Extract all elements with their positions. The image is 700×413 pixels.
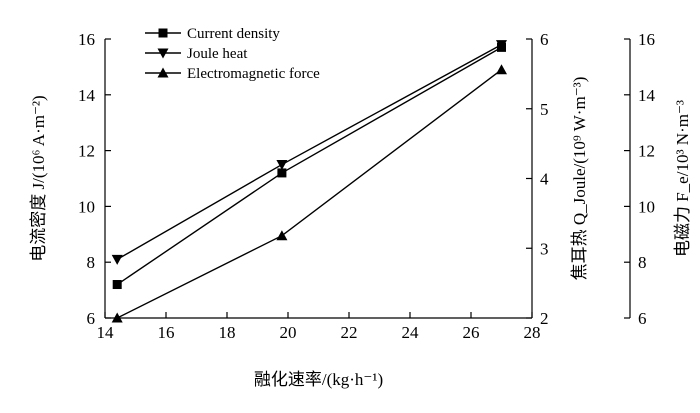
ticks-group: 14 16 18 20 22 24 26 28 6 8 10 12 14 16 2 3 4 5 6 6 8 10 12 14 1…: [78, 30, 656, 342]
x-tick-label: 28: [524, 323, 541, 342]
data-point-electromagnetic-force: [111, 312, 123, 323]
left-y-tick-label: 6: [87, 309, 96, 328]
legend-marker: [157, 67, 169, 78]
far-right-y-tick-label: 10: [638, 197, 655, 216]
far-right-y-tick-label: 16: [638, 30, 655, 49]
far-right-y-axis-label: 电磁力 F_e/10³ N·m⁻³: [673, 100, 692, 257]
series-group: [111, 40, 507, 323]
data-point-electromagnetic-force: [276, 230, 288, 241]
left-y-tick-label: 14: [78, 86, 96, 105]
x-tick-label: 16: [158, 323, 175, 342]
left-y-tick-label: 10: [78, 197, 95, 216]
right-y-tick-label: 3: [540, 239, 549, 258]
x-tick-label: 26: [463, 323, 480, 342]
left-y-tick-label: 12: [78, 142, 95, 161]
data-point-joule-heat: [276, 160, 288, 171]
data-point-current-density: [277, 168, 287, 178]
data-point-electromagnetic-force: [496, 64, 507, 75]
legend-marker: [158, 28, 168, 38]
far-right-y-tick-label: 14: [638, 86, 656, 105]
x-tick-label: 22: [341, 323, 358, 342]
series-line-electromagnetic-force: [116, 69, 502, 319]
data-point-joule-heat: [111, 254, 123, 265]
legend: Current density Joule heat Electromagnetic…: [145, 26, 320, 82]
right-y-tick-label: 5: [540, 100, 549, 119]
data-point-current-density: [112, 280, 122, 290]
left-y-tick-label: 8: [87, 253, 96, 272]
far-right-y-tick-label: 6: [638, 309, 647, 328]
legend-label: Joule heat: [187, 46, 248, 62]
data-point-joule-heat: [496, 40, 507, 51]
far-right-y-tick-label: 8: [638, 253, 647, 272]
x-tick-label: 20: [280, 323, 297, 342]
left-y-tick-label: 16: [78, 30, 95, 49]
right-y-tick-label: 2: [540, 309, 549, 328]
legend-marker: [157, 48, 169, 59]
right-y-axis-label: 焦耳热 Q_Joule/(10⁹ W·m⁻³): [570, 77, 589, 281]
x-tick-label: 14: [97, 323, 115, 342]
axis-labels: 融化速率/(kg·h⁻¹) 电流密度 J/(10⁶ A·m⁻²) 焦耳热 Q_Jou…: [29, 77, 692, 389]
x-tick-label: 18: [219, 323, 236, 342]
right-y-tick-label: 6: [540, 30, 549, 49]
legend-label: Electromagnetic force: [187, 66, 320, 82]
left-y-axis-label: 电流密度 J/(10⁶ A·m⁻²): [29, 95, 48, 261]
axes-group: [104, 39, 631, 319]
x-tick-label: 24: [402, 323, 420, 342]
legend-label: Current density: [187, 26, 280, 42]
x-axis-label: 融化速率/(kg·h⁻¹): [254, 370, 383, 389]
right-y-tick-label: 4: [540, 170, 549, 189]
series-line-current-density: [116, 46, 502, 286]
far-right-y-tick-label: 12: [638, 142, 655, 161]
